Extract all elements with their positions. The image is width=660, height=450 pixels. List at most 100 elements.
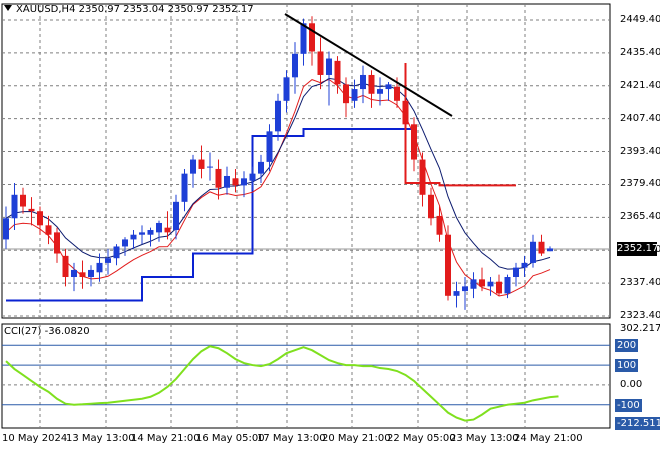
candle-body <box>547 248 553 252</box>
candle[interactable] <box>462 277 468 310</box>
candle[interactable] <box>411 117 417 172</box>
candle[interactable] <box>207 152 213 181</box>
time-tick-label: 13 May 13:00 <box>66 433 135 444</box>
candle[interactable] <box>96 253 103 282</box>
candle-body <box>351 89 358 101</box>
candle[interactable] <box>521 255 528 278</box>
candle[interactable] <box>547 246 553 252</box>
candle[interactable] <box>88 265 94 287</box>
candle[interactable] <box>54 227 60 263</box>
candle-body <box>402 100 409 125</box>
candle[interactable] <box>309 16 315 66</box>
candle[interactable] <box>402 93 409 132</box>
candle[interactable] <box>122 237 128 256</box>
time-tick-label: 16 May 05:00 <box>196 433 265 444</box>
cci-tick-label: -212.511 <box>615 417 660 430</box>
candle[interactable] <box>343 77 349 118</box>
candle[interactable] <box>241 171 247 198</box>
candle-body <box>428 194 434 219</box>
candle[interactable] <box>3 206 9 249</box>
candle[interactable] <box>385 82 392 101</box>
candle[interactable] <box>164 211 171 240</box>
candle[interactable] <box>317 37 324 90</box>
candle[interactable] <box>470 272 477 299</box>
price-tick-label: 2379.40 <box>620 178 660 190</box>
candle[interactable] <box>62 248 69 287</box>
candle[interactable] <box>504 274 511 299</box>
price-tick-label: 2365.40 <box>620 211 660 223</box>
candle[interactable] <box>130 230 137 249</box>
candle[interactable] <box>45 215 52 245</box>
candle[interactable] <box>113 244 120 266</box>
candle[interactable] <box>513 262 519 287</box>
candle[interactable] <box>538 234 545 256</box>
candle-body <box>181 173 188 202</box>
candle[interactable] <box>215 159 222 200</box>
candle[interactable] <box>232 168 239 193</box>
candle[interactable] <box>11 183 18 231</box>
trendline[interactable] <box>284 13 453 117</box>
candle-body <box>198 159 205 169</box>
candle-body <box>20 194 26 207</box>
candle[interactable] <box>479 267 485 292</box>
candle[interactable] <box>445 225 451 301</box>
candle-body <box>62 255 69 278</box>
candle-body <box>360 74 366 90</box>
candle[interactable] <box>156 220 162 242</box>
candle[interactable] <box>334 56 341 94</box>
candle[interactable] <box>530 234 536 268</box>
candle[interactable] <box>283 70 290 113</box>
candle[interactable] <box>351 79 358 108</box>
candle-body <box>156 222 162 233</box>
candle-body <box>377 89 383 94</box>
cci-line-path <box>5 345 559 422</box>
price-tick-label: 2393.40 <box>620 145 660 157</box>
candle[interactable] <box>496 274 502 296</box>
candle-body <box>343 84 349 104</box>
candle-body <box>394 86 400 101</box>
candle[interactable] <box>28 197 35 226</box>
dropdown-triangle-icon[interactable] <box>4 5 12 11</box>
candle[interactable] <box>224 166 230 195</box>
candle-body <box>326 58 332 75</box>
candle[interactable] <box>487 277 494 296</box>
candle[interactable] <box>190 154 196 188</box>
candle[interactable] <box>181 168 188 212</box>
candle-body <box>224 175 230 188</box>
price-pane-border <box>1 3 611 319</box>
candle[interactable] <box>436 206 443 242</box>
candle[interactable] <box>79 260 86 289</box>
candle-body <box>258 161 264 174</box>
candle[interactable] <box>173 194 179 240</box>
symbol-header[interactable]: XAUUSD,H4 2350.97 2353.04 2350.97 2352.1… <box>4 4 254 15</box>
candle[interactable] <box>453 281 460 308</box>
candle[interactable] <box>360 65 366 104</box>
candle[interactable] <box>258 154 264 184</box>
ma-red-line <box>5 78 551 297</box>
candle[interactable] <box>37 206 43 235</box>
candle-body <box>241 178 247 186</box>
candle[interactable] <box>198 145 205 179</box>
candles[interactable] <box>3 16 553 310</box>
candle[interactable] <box>368 70 375 108</box>
candle-body <box>334 60 341 85</box>
price-tick-label: 2337.40 <box>620 277 660 289</box>
candle[interactable] <box>20 187 26 214</box>
candle[interactable] <box>275 93 281 141</box>
candle[interactable] <box>428 187 434 226</box>
candle[interactable] <box>292 42 298 94</box>
candle[interactable] <box>419 152 426 207</box>
candle[interactable] <box>326 51 332 106</box>
candle[interactable] <box>377 77 383 106</box>
candle-body <box>54 232 60 254</box>
candle[interactable] <box>266 124 273 172</box>
candle[interactable] <box>249 166 256 191</box>
candle[interactable] <box>139 225 145 245</box>
price-tick-label: 2421.40 <box>620 79 660 91</box>
candle-body <box>266 131 273 162</box>
candle[interactable] <box>71 262 77 292</box>
candle[interactable] <box>147 227 154 247</box>
candle[interactable] <box>105 248 111 275</box>
